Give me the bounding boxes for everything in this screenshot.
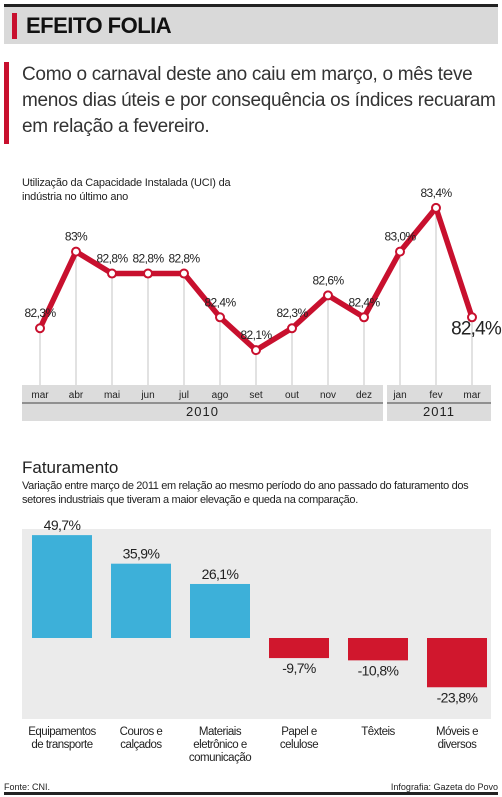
month-tick-label: fev — [429, 390, 442, 401]
uci-value-label: 82,8% — [96, 252, 128, 266]
uci-value-label: 82,4% — [451, 318, 502, 339]
month-tick-label: ago — [212, 390, 229, 401]
month-tick-label: mar — [31, 390, 49, 401]
header-accent-bar — [12, 13, 17, 39]
month-tick-label: out — [285, 390, 299, 401]
faturamento-category-label: de transporte — [31, 739, 92, 751]
uci-data-point — [179, 268, 189, 279]
month-tick-label: set — [249, 390, 263, 401]
uci-data-point — [467, 312, 477, 323]
uci-value-label: 82,6% — [312, 273, 344, 287]
uci-value-label: 82,4% — [204, 295, 236, 309]
faturamento-category-label: Móveis e — [436, 726, 478, 738]
uci-value-label: 83,0% — [384, 230, 416, 244]
month-tick-label: jun — [140, 390, 154, 401]
month-tick-label: dez — [356, 390, 372, 401]
faturamento-category-label: Papel e — [281, 726, 317, 738]
uci-data-point — [323, 290, 333, 301]
uci-data-point — [287, 323, 297, 334]
faturamento-category-label: Couros e — [120, 726, 163, 738]
uci-value-label: 83,4% — [420, 186, 452, 200]
month-tick-label: jan — [392, 390, 406, 401]
uci-chart-title: Utilização da Capacidade Instalada (UCI)… — [22, 177, 231, 203]
faturamento-value-label: -10,8% — [358, 662, 399, 678]
intro-accent-bar — [4, 62, 9, 144]
uci-value-label: 82,1% — [240, 328, 272, 342]
faturamento-bar — [348, 638, 408, 661]
faturamento-category-label: comunicação — [189, 752, 251, 764]
faturamento-value-label: -23,8% — [437, 689, 478, 705]
uci-data-point — [431, 202, 441, 213]
faturamento-chart-title: Faturamento — [22, 458, 119, 477]
month-tick-label: mai — [104, 390, 120, 401]
uci-data-point — [251, 345, 261, 356]
uci-value-label: 83% — [65, 230, 88, 244]
page-title: EFEITO FOLIA — [26, 13, 172, 38]
year-label-2011: 2011 — [423, 404, 455, 419]
faturamento-category-label: celulose — [280, 739, 318, 751]
bottom-rule — [4, 792, 498, 795]
faturamento-category-label: calçados — [120, 739, 162, 751]
faturamento-category-label: Materiais — [199, 726, 242, 738]
faturamento-bar — [111, 563, 171, 638]
faturamento-bar — [32, 535, 92, 638]
faturamento-category-label: Têxteis — [361, 726, 395, 738]
uci-data-point — [215, 312, 225, 323]
faturamento-value-label: 26,1% — [202, 566, 239, 582]
uci-value-label: 82,3% — [24, 306, 56, 320]
faturamento-value-label: -9,7% — [282, 660, 316, 676]
faturamento-value-label: 49,7% — [44, 517, 81, 533]
uci-data-point — [143, 268, 153, 279]
bar-chart-background — [22, 529, 491, 719]
faturamento-category-label: Equipamentos — [28, 726, 96, 738]
faturamento-bar — [427, 638, 487, 688]
uci-value-label: 82,3% — [276, 306, 308, 320]
faturamento-value-label: 35,9% — [123, 546, 160, 562]
credit-note: Infografia: Gazeta do Povo — [390, 782, 498, 792]
month-tick-label: abr — [69, 390, 84, 401]
year-label-2010: 2010 — [186, 404, 219, 419]
faturamento-bar — [269, 638, 329, 659]
uci-data-point — [71, 246, 81, 257]
faturamento-category-label: eletrônico e — [193, 739, 247, 751]
faturamento-chart-subtitle: Variação entre março de 2011 em relação … — [22, 480, 469, 506]
intro-text: Como o carnaval deste ano caiu em março,… — [22, 64, 496, 137]
year-separator — [383, 385, 387, 421]
header-banner: EFEITO FOLIA — [4, 4, 498, 44]
uci-value-label: 82,4% — [348, 295, 380, 309]
uci-value-label: 82,8% — [132, 252, 164, 266]
faturamento-category-label: diversos — [438, 739, 478, 751]
uci-data-point — [359, 312, 369, 323]
uci-data-point — [395, 246, 405, 257]
month-axis-band — [22, 385, 491, 403]
uci-data-point — [35, 323, 45, 334]
faturamento-bar — [190, 583, 250, 638]
year-axis-band — [22, 403, 491, 421]
month-tick-label: mar — [463, 390, 481, 401]
month-tick-label: nov — [320, 390, 336, 401]
month-tick-label: jul — [178, 390, 189, 401]
uci-value-label: 82,8% — [168, 252, 200, 266]
uci-data-point — [107, 268, 117, 279]
source-note: Fonte: CNI. — [4, 782, 51, 792]
